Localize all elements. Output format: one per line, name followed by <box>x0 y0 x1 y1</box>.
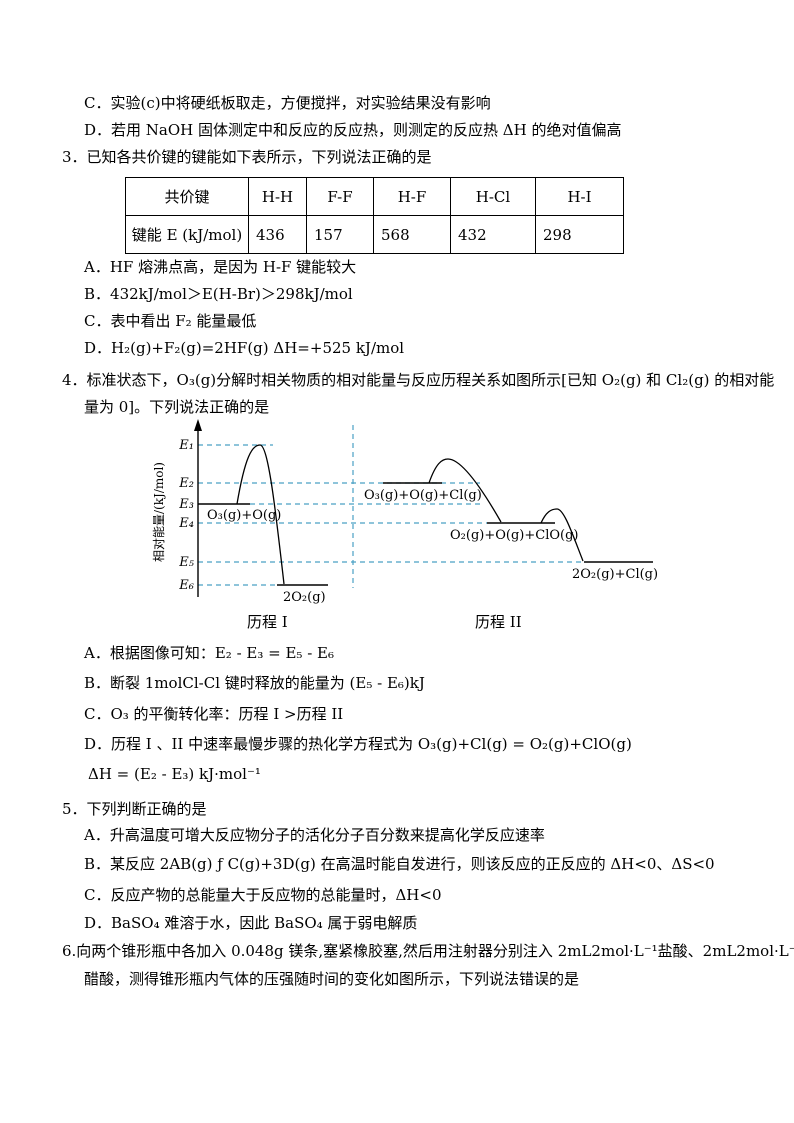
q4-option-d-line2: ΔH = (E₂ - E₃) kJ·mol⁻¹ <box>88 765 261 783</box>
table-header-cell: H-Cl <box>450 177 536 216</box>
bond-energy-table: 共价键 H-H F-F H-F H-Cl H-I 键能 E (kJ/mol) 4… <box>125 177 624 254</box>
question-5-stem: 5．下列判断正确的是 <box>62 800 207 818</box>
question-6-stem-line2: 醋酸，测得锥形瓶内气体的压强随时间的变化如图所示，下列说法错误的是 <box>84 970 580 988</box>
q5-option-d: D．BaSO₄ 难溶于水，因此 BaSO₄ 属于弱电解质 <box>84 914 418 932</box>
energy-level-gridlines <box>198 425 584 588</box>
stage1-curve <box>236 444 285 585</box>
level-label-e2: E₂ <box>178 476 194 491</box>
level-label-e3: E₃ <box>178 497 194 512</box>
q3-option-c: C．表中看出 F₂ 能量最低 <box>84 312 257 330</box>
table-header-row: 共价键 H-H F-F H-F H-Cl H-I <box>125 177 624 216</box>
species-plateaus <box>198 482 653 586</box>
table-row-label: 键能 E (kJ/mol) <box>125 215 249 254</box>
question-4-stem-line2: 量为 0]。下列说法正确的是 <box>84 398 270 416</box>
y-axis-arrow-icon <box>194 419 202 431</box>
table-header-cell: 共价键 <box>125 177 249 216</box>
table-header-cell: F-F <box>306 177 374 216</box>
table-value-cell: 432 <box>450 215 536 254</box>
level-label-e5: E₅ <box>178 555 194 570</box>
level-label-e6: E₆ <box>178 578 194 593</box>
prev-option-c: C．实验(c)中将硬纸板取走，方便搅拌，对实验结果没有影响 <box>84 94 491 112</box>
question-4-stem-line1: 4．标准状态下，O₃(g)分解时相关物质的相对能量与反应历程关系如图所示[已知 … <box>62 371 775 389</box>
table-header-cell: H-F <box>373 177 451 216</box>
table-header-cell: H-I <box>535 177 624 216</box>
q5-option-c: C．反应产物的总能量大于反应物的总能量时，ΔH<0 <box>84 886 442 904</box>
level-label-e4: E₄ <box>178 516 194 531</box>
reaction-curves <box>236 444 584 585</box>
prev-option-d: D．若用 NaOH 固体测定中和反应的反应热，则测定的反应热 ΔH 的绝对值偏高 <box>84 121 622 139</box>
stage2-curve-2 <box>540 508 584 562</box>
stage2-product-label: 2O₂(g)+Cl(g) <box>572 567 658 582</box>
q4-option-c: C．O₃ 的平衡转化率：历程 I >历程 II <box>84 705 344 723</box>
q4-option-d: D．历程 I 、II 中速率最慢步骤的热化学方程式为 O₃(g)+Cl(g) =… <box>84 735 632 753</box>
stage1-reactant-label: O₃(g)+O(g) <box>207 508 281 523</box>
stage1-caption: 历程 I <box>247 613 288 631</box>
table-value-cell: 568 <box>373 215 451 254</box>
table-value-row: 键能 E (kJ/mol) 436 157 568 432 298 <box>125 215 624 254</box>
level-label-e1: E₁ <box>178 438 194 453</box>
y-axis-label: 相对能量/(kJ/mol) <box>152 462 166 562</box>
question-6-stem-line1: 6.向两个锥形瓶中各加入 0.048g 镁条,塞紧橡胶塞,然后用注射器分别注入 … <box>62 942 794 960</box>
table-value-cell: 436 <box>248 215 307 254</box>
stage2-caption: 历程 II <box>475 613 522 631</box>
energy-diagram: 相对能量/(kJ/mol) E₁ E₂ E₃ E₄ E₅ E₆ O₃(g)+O(… <box>152 419 658 631</box>
stage2-curve-1 <box>428 458 502 523</box>
table-value-cell: 298 <box>535 215 624 254</box>
stage2-reactant-label: O₃(g)+O(g)+Cl(g) <box>364 488 482 503</box>
stage1-product-label: 2O₂(g) <box>283 590 326 605</box>
q5-option-b: B．某反应 2AB(g) ƒ C(g)+3D(g) 在高温时能自发进行，则该反应… <box>84 855 715 873</box>
q5-option-a: A．升高温度可增大反应物分子的活化分子百分数来提高化学反应速率 <box>84 826 545 844</box>
table-value-cell: 157 <box>306 215 374 254</box>
q3-option-a: A．HF 熔沸点高，是因为 H-F 键能较大 <box>84 258 357 276</box>
q4-option-b: B．断裂 1molCl-Cl 键时释放的能量为 (E₅ - E₆)kJ <box>84 674 425 692</box>
question-3-stem: 3．已知各共价键的键能如下表所示，下列说法正确的是 <box>62 148 432 166</box>
q3-option-d: D．H₂(g)+F₂(g)=2HF(g) ΔH=+525 kJ/mol <box>84 339 405 357</box>
stage2-intermediate-label: O₂(g)+O(g)+ClO(g) <box>450 528 578 543</box>
q3-option-b: B．432kJ/mol＞E(H-Br)＞298kJ/mol <box>84 285 353 303</box>
table-header-cell: H-H <box>248 177 307 216</box>
q4-option-a: A．根据图像可知：E₂ - E₃ = E₅ - E₆ <box>84 644 334 662</box>
